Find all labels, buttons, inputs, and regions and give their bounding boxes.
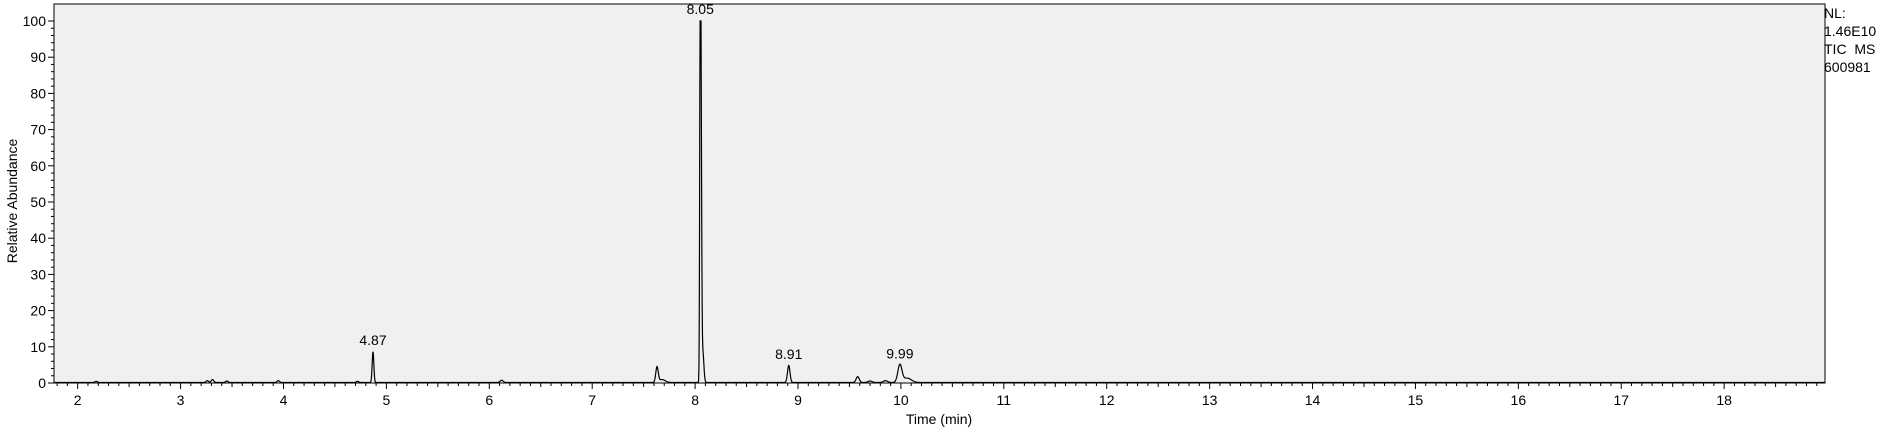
peak-label-text: 4.87 [359,332,386,348]
x-tick-label: 18 [1716,392,1732,408]
y-tick-label: 40 [30,230,46,246]
y-tick-label: 60 [30,158,46,174]
y-tick-label: 80 [30,85,46,101]
y-tick-label: 10 [30,339,46,355]
x-tick-label: 17 [1613,392,1629,408]
y-tick-label: 100 [23,13,47,29]
peak-label-text: 8.05 [687,1,714,17]
peak-labels: 4.87 8.05 8.91 9.99 [359,1,913,362]
y-tick-label: 0 [38,375,46,391]
x-tick-label: 4 [280,392,288,408]
axis-tick-labels: 0 10 20 30 40 50 60 70 80 90 100 2 3 4 5 6 7 8 9 10 11 12 13 14… [23,13,1733,408]
x-tick-label: 6 [485,392,493,408]
x-tick-label: 12 [1099,392,1115,408]
x-tick-label: 11 [997,392,1012,408]
x-tick-label: 13 [1202,392,1218,408]
info-box: NL: 1.46E10 TIC MS 600981 [1824,4,1876,76]
peak-label-text: 9.99 [886,346,913,362]
x-tick-label: 2 [74,392,82,408]
nl-value: 1.46E10 [1824,23,1877,39]
x-tick-label: 3 [177,392,185,408]
plot-area [53,3,1826,384]
x-tick-label: 9 [794,392,802,408]
y-axis-title: Relative Abundance [4,139,20,264]
x-axis-title: Time (min) [906,411,972,427]
x-tick-label: 5 [382,392,390,408]
x-tick-label: 15 [1408,392,1424,408]
nl-label: NL: [1824,5,1846,21]
peak-label-text: 8.91 [775,346,802,362]
y-tick-label: 30 [30,266,46,282]
x-tick-label: 7 [588,392,596,408]
tic-trace [54,20,1825,384]
y-tick-label: 70 [30,122,46,138]
y-tick-label: 50 [30,194,46,210]
x-tick-label: 8 [691,392,699,408]
file-id: 600981 [1824,59,1871,75]
x-tick-label: 16 [1511,392,1527,408]
y-tick-label: 90 [30,49,46,65]
y-tick-label: 20 [30,303,46,319]
trace-type: TIC MS [1824,41,1876,57]
x-tick-label: 10 [893,392,909,408]
axis-ticks [48,20,1818,389]
x-tick-label: 14 [1305,392,1321,408]
